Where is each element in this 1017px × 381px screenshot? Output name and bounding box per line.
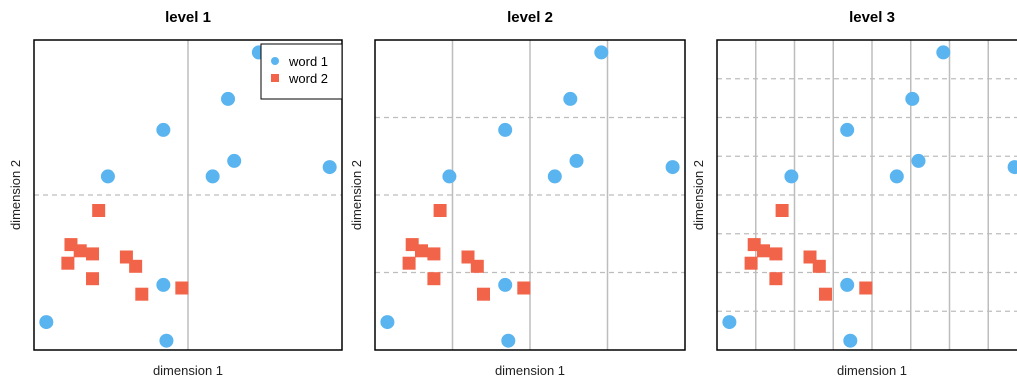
point-word-2 <box>86 247 100 261</box>
plot-area <box>34 40 342 350</box>
point-word-2 <box>769 247 783 261</box>
point-word-2 <box>427 247 441 261</box>
point-word-2 <box>175 281 189 295</box>
point-word-1 <box>905 91 920 106</box>
legend-label-word-1: word 1 <box>288 54 328 69</box>
point-word-1 <box>159 333 174 348</box>
point-word-1 <box>547 169 562 184</box>
point-word-1 <box>1007 160 1017 175</box>
point-word-2 <box>433 204 447 217</box>
point-word-2 <box>73 244 87 258</box>
legend-box <box>260 43 343 100</box>
point-word-1 <box>665 160 680 175</box>
point-word-2 <box>812 259 826 273</box>
point-word-1 <box>156 122 171 137</box>
point-word-2 <box>769 272 783 286</box>
point-word-2 <box>92 204 106 217</box>
panel-frame <box>716 39 1017 351</box>
point-word-2 <box>61 256 75 270</box>
panel-2: level 2 dimension 1 dimension 2 <box>349 9 686 378</box>
y-axis-label: dimension 2 <box>8 160 23 230</box>
point-word-1 <box>156 277 171 292</box>
point-word-1 <box>322 160 337 175</box>
point-word-1 <box>205 169 220 184</box>
point-word-2 <box>757 244 770 258</box>
x-axis-label: dimension 1 <box>837 363 907 378</box>
point-word-2 <box>415 244 428 258</box>
point-word-1 <box>100 169 115 184</box>
panel-title: level 2 <box>507 9 553 26</box>
point-word-2 <box>402 256 416 270</box>
plot-area <box>375 40 685 350</box>
point-word-1 <box>594 45 609 60</box>
point-word-2 <box>86 272 100 286</box>
point-word-1 <box>889 169 904 184</box>
point-word-2 <box>775 204 789 217</box>
point-word-2 <box>517 281 531 295</box>
point-word-1 <box>936 45 951 60</box>
plot-area <box>717 40 1017 350</box>
point-word-1 <box>840 277 855 292</box>
point-word-2 <box>129 259 143 273</box>
y-axis-label: dimension 2 <box>691 160 706 230</box>
point-word-1 <box>501 333 516 348</box>
point-word-1 <box>498 122 513 137</box>
point-word-1 <box>840 122 855 137</box>
point-word-1 <box>442 169 457 184</box>
x-axis-label: dimension 1 <box>153 363 223 378</box>
point-word-2 <box>744 256 758 270</box>
point-word-1 <box>563 91 578 106</box>
legend-marker-word-2 <box>271 74 279 82</box>
point-word-2 <box>470 259 484 273</box>
point-word-1 <box>784 169 799 184</box>
point-word-2 <box>477 287 490 301</box>
point-word-1 <box>227 153 242 168</box>
point-word-1 <box>843 333 858 348</box>
point-word-1 <box>380 315 395 330</box>
point-word-1 <box>722 315 737 330</box>
legend-label-word-2: word 2 <box>288 71 328 86</box>
point-word-1 <box>39 315 54 330</box>
point-word-1 <box>498 277 513 292</box>
panel-title: level 1 <box>165 9 211 26</box>
legend: word 1 word 2 <box>260 43 343 100</box>
point-word-2 <box>135 287 149 301</box>
y-axis-label: dimension 2 <box>349 160 364 230</box>
point-word-1 <box>569 153 584 168</box>
point-word-2 <box>427 272 441 286</box>
point-word-2 <box>859 281 873 295</box>
point-word-1 <box>221 91 236 106</box>
point-word-1 <box>911 153 926 168</box>
point-word-2 <box>819 287 832 301</box>
panel-title: level 3 <box>849 9 895 26</box>
legend-marker-word-1 <box>271 57 279 65</box>
panel-frame <box>33 39 343 351</box>
panel-frame <box>374 39 686 351</box>
x-axis-label: dimension 1 <box>495 363 565 378</box>
panel-3: level 3 dimension 1 dimension 2 <box>691 9 1017 378</box>
